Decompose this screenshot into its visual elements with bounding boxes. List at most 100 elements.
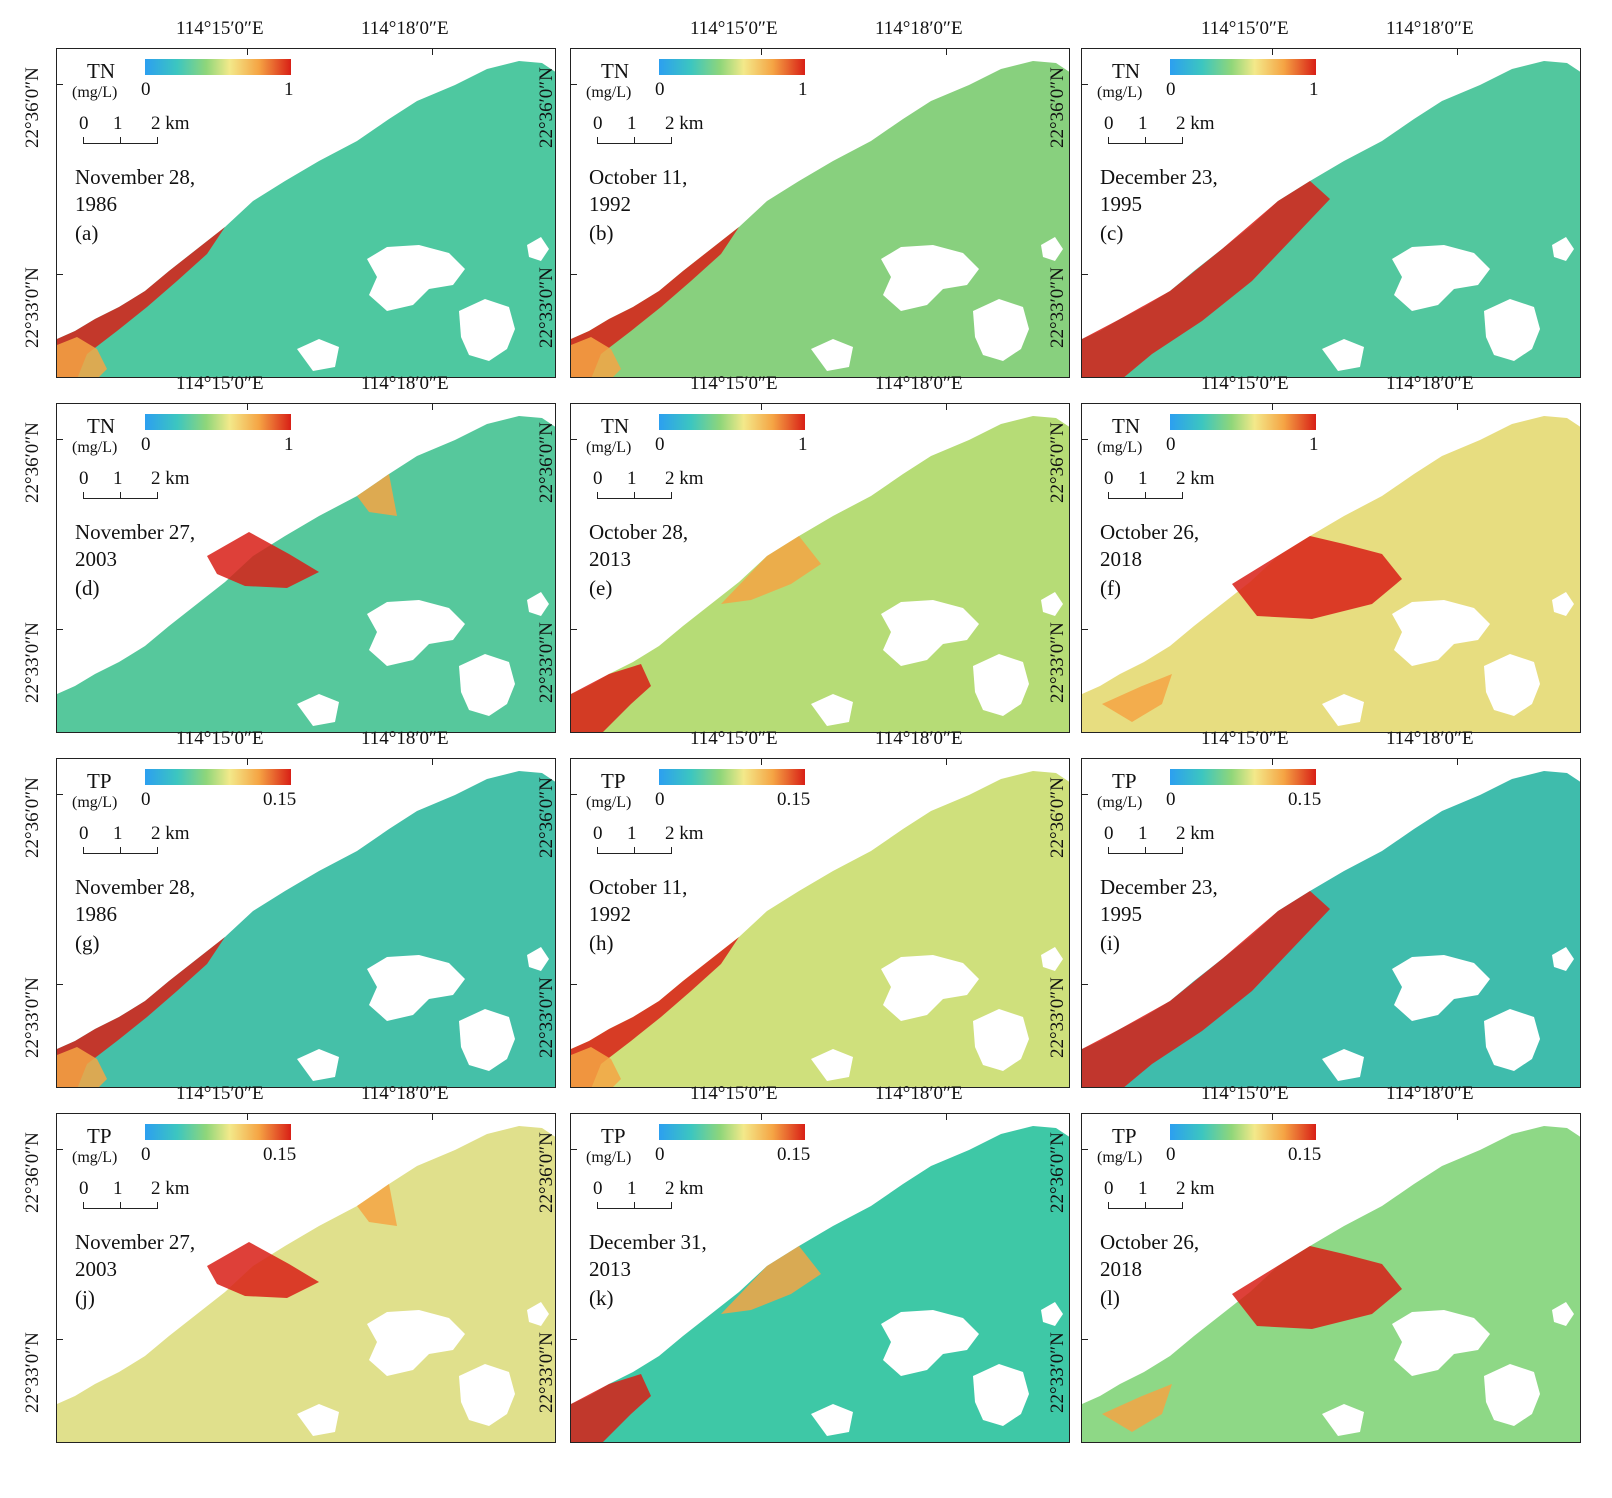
date-label: October 28,	[589, 520, 689, 544]
color-bar	[659, 414, 805, 430]
variable-label: TN	[87, 59, 115, 83]
latitude-label: 22°36′0″N	[22, 67, 43, 148]
scale-label: 1	[627, 468, 637, 489]
longitude-label: 114°18′0″E	[875, 728, 963, 749]
water-area	[571, 771, 1069, 1087]
panel-label: (j)	[75, 1286, 95, 1310]
island	[1392, 245, 1490, 311]
variable-label: TP	[1112, 769, 1137, 793]
axis-tick	[571, 1339, 577, 1340]
map-frame: TP (mg/L) 0 0.15 0 1 2 km December 23, 1…	[1081, 758, 1581, 1088]
axis-tick	[571, 1149, 577, 1150]
unit-label: (mg/L)	[586, 1149, 632, 1166]
islands	[811, 592, 1063, 726]
axis-tick	[247, 49, 248, 55]
axis-tick	[1457, 1114, 1458, 1120]
map-frame: TP (mg/L) 0 0.15 0 1 2 km December 31, 2…	[570, 1113, 1070, 1443]
map-panel-g: 114°15′0″E 114°18′0″E 22°36′0″N 22°33′0″…	[22, 728, 556, 1088]
scale-label: 1	[627, 113, 637, 134]
longitude-label: 114°15′0″E	[690, 728, 778, 749]
date-label: November 27,	[75, 1230, 196, 1254]
pollution-hotspot	[571, 337, 621, 377]
water-quality-map	[57, 1126, 555, 1442]
panel-label: (i)	[1100, 931, 1120, 955]
map-frame: TN (mg/L) 0 1 0 1 2 km October 11, 1992 …	[570, 48, 1070, 378]
island	[527, 592, 549, 616]
unit-label: (mg/L)	[586, 84, 632, 101]
axis-tick	[946, 49, 947, 55]
axis-tick	[571, 439, 577, 440]
island	[881, 955, 979, 1021]
island	[1484, 299, 1540, 361]
pollution-hotspot	[1082, 181, 1330, 377]
scale-tick	[157, 1202, 158, 1209]
unit-label: (mg/L)	[1097, 794, 1143, 811]
pollution-hotspot	[357, 474, 397, 516]
colorbar-max-label: 0.15	[777, 789, 811, 810]
longitude-label: 114°15′0″E	[1201, 1083, 1289, 1104]
longitude-label: 114°18′0″E	[361, 1083, 449, 1104]
date-label: October 11,	[589, 875, 688, 899]
colorbar-min-label: 0	[141, 789, 151, 810]
year-label: 2018	[1100, 547, 1142, 571]
longitude-label: 114°15′0″E	[176, 1083, 264, 1104]
islands	[1322, 947, 1574, 1081]
axis-tick	[432, 49, 433, 55]
colorbar-min-label: 0	[141, 1144, 151, 1165]
island	[1041, 947, 1063, 971]
axis-tick	[761, 1114, 762, 1120]
scale-tick	[1145, 847, 1146, 854]
scale-label: 1	[627, 1178, 637, 1199]
variable-label: TN	[1112, 59, 1140, 83]
latitude-label: 22°36′0″N	[22, 422, 43, 503]
longitude-label: 114°15′0″E	[176, 728, 264, 749]
island	[1322, 1404, 1364, 1436]
island	[297, 339, 339, 371]
axis-tick	[571, 84, 577, 85]
scale-tick	[157, 137, 158, 144]
scale-label: 2 km	[1176, 1178, 1215, 1199]
variable-label: TN	[601, 414, 629, 438]
map-frame: TP (mg/L) 0 0.15 0 1 2 km November 28, 1…	[56, 758, 556, 1088]
latitude-label: 22°33′0″N	[1047, 267, 1068, 348]
scale-label: 2 km	[151, 468, 190, 489]
scale-label: 2 km	[151, 1178, 190, 1199]
color-bar	[145, 1124, 291, 1140]
island	[881, 245, 979, 311]
colorbar-max-label: 1	[284, 434, 294, 455]
latitude-label: 22°33′0″N	[22, 977, 43, 1058]
map-frame: TN (mg/L) 0 1 0 1 2 km December 23, 1995…	[1081, 48, 1581, 378]
pollution-hotspot	[57, 1047, 107, 1087]
axis-tick	[57, 794, 63, 795]
pollution-hotspot	[1232, 1246, 1402, 1329]
scale-tick	[634, 1202, 635, 1209]
color-bar	[1170, 769, 1316, 785]
panel-label: (h)	[589, 931, 614, 955]
island	[527, 947, 549, 971]
island	[527, 237, 549, 261]
year-label: 2018	[1100, 1257, 1142, 1281]
water-area	[571, 1126, 1069, 1442]
axis-tick	[1082, 84, 1088, 85]
axis-tick	[432, 1114, 433, 1120]
water-quality-map	[1082, 1126, 1580, 1442]
island	[1392, 1310, 1490, 1376]
pollution-hotspot	[1102, 1384, 1172, 1432]
map-panel-a: 114°15′0″E 114°18′0″E 22°36′0″N 22°33′0″…	[22, 18, 556, 378]
islands	[297, 947, 549, 1081]
pollution-hotspot	[721, 536, 821, 604]
scale-tick	[83, 1202, 84, 1209]
year-label: 1986	[75, 192, 117, 216]
axis-tick	[571, 274, 577, 275]
longitude-label: 114°15′0″E	[690, 18, 778, 39]
axis-tick	[1082, 274, 1088, 275]
year-label: 2013	[589, 1257, 631, 1281]
map-panel-d: 114°15′0″E 114°18′0″E 22°36′0″N 22°33′0″…	[22, 373, 556, 733]
island	[973, 1364, 1029, 1426]
map-panel-b: 114°15′0″E 114°18′0″E 22°36′0″N 22°33′0″…	[536, 18, 1070, 378]
map-panel-e: 114°15′0″E 114°18′0″E 22°36′0″N 22°33′0″…	[536, 373, 1070, 733]
island	[1552, 237, 1574, 261]
scale-tick	[671, 137, 672, 144]
unit-label: (mg/L)	[72, 1149, 118, 1166]
pollution-hotspot	[571, 227, 739, 377]
